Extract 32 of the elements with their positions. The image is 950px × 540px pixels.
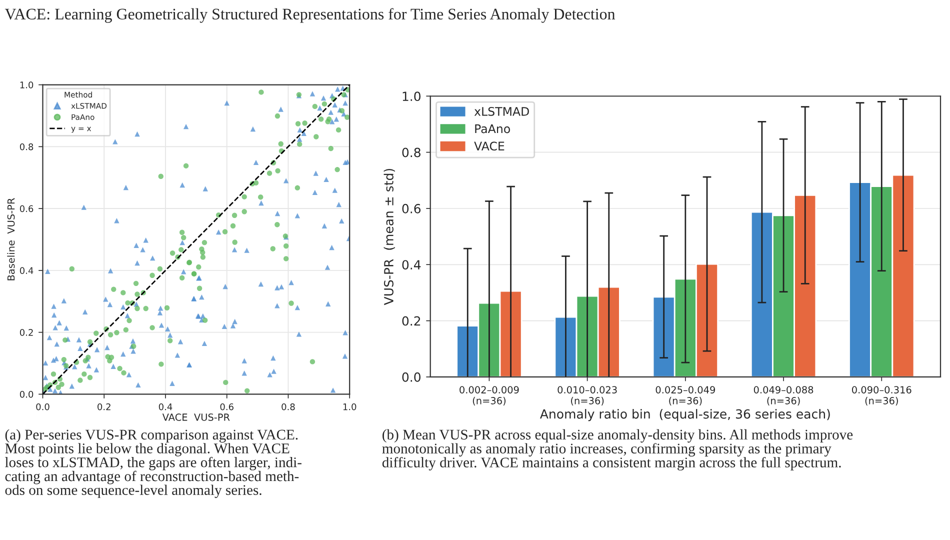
x-tick-label: 0.6: [220, 403, 234, 410]
x-tick-label: 0.025–0.049 (n=36): [656, 386, 716, 406]
y-tick-label: 0.4: [20, 267, 34, 274]
y-tick-label: 0.0: [402, 372, 420, 382]
text: (b) Mean VUS-PR across equal-size anomaly-density bins. All methods improve monotonically as anomaly ratio increases, confirming sparsity as the primary difficulty driver. VACE maintains a consistent margin across the full spectrum.: [382, 429, 853, 470]
y-tick-label: 1.0: [402, 92, 420, 102]
legend-label: xLSTMAD: [474, 106, 529, 116]
x-tick-label: 1.0: [343, 403, 356, 410]
x-axis-title: VACE VUS-PR: [162, 414, 230, 421]
x-tick-label: 0.090–0.316 (n=36): [852, 386, 912, 406]
x-tick-label: 0.049–0.088 (n=36): [754, 386, 814, 406]
y-tick-label: 0.2: [402, 316, 420, 326]
y-tick-label: 0.4: [402, 260, 421, 270]
y-tick-label: 0.6: [20, 205, 34, 212]
x-tick-label: 0.8: [282, 403, 295, 410]
x-tick-label: 0.002–0.009 (n=36): [460, 386, 519, 406]
y-axis-title: Baseline VUS-PR: [7, 198, 15, 280]
y-axis-title: VUS-PR (mean ± std): [384, 168, 395, 306]
chart-title: VACE: Learning Geometrically Structured Representations for Time Series Anomaly Detection: [4, 8, 616, 23]
x-tick-label: 0.0: [36, 403, 50, 410]
y-tick-label: 1.0: [20, 82, 34, 88]
y-tick-label: 0.6: [402, 204, 421, 214]
legend-label: VACE: [474, 142, 504, 151]
y-tick-label: 0.8: [20, 143, 34, 150]
x-tick-label: 0.4: [158, 403, 172, 410]
y-tick-label: 0.2: [20, 329, 33, 336]
legend-label: PaAno: [475, 124, 510, 134]
x-axis-title: Anomaly ratio bin (equal-size, 36 series each): [540, 409, 830, 422]
y-tick-label: 0.8: [402, 148, 420, 158]
text: (a) Per-series VUS-PR comparison against VACE. Most points lie below the diagonal. When VACE loses to xLSTMAD, the gaps are often larger, indi- cating an advantage of reconstruction-based meth- ods on some sequence-level anomaly series.: [5, 429, 302, 498]
x-tick-label: 0.010–0.023 (n=36): [558, 386, 617, 406]
x-tick-label: 0.2: [98, 403, 110, 410]
